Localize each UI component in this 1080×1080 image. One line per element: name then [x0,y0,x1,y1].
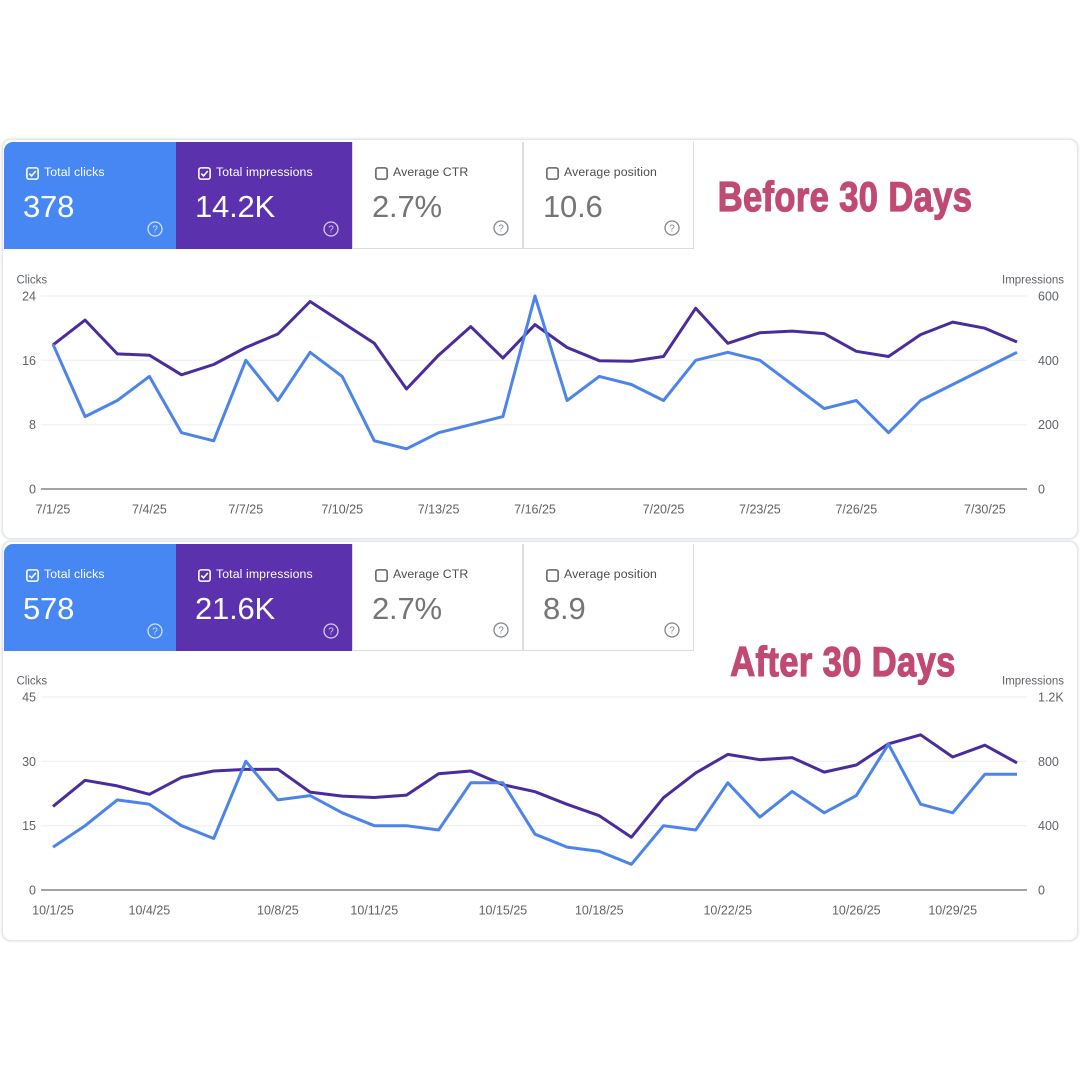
svg-text:10/26/25: 10/26/25 [832,904,881,918]
svg-text:7/26/25: 7/26/25 [835,503,877,517]
svg-text:1.2K: 1.2K [1038,691,1064,705]
svg-text:8: 8 [29,418,36,432]
svg-text:?: ? [152,626,158,637]
svg-text:16: 16 [22,354,36,368]
svg-text:10/29/25: 10/29/25 [928,904,977,918]
svg-text:10/4/25: 10/4/25 [129,904,171,918]
svg-text:10/8/25: 10/8/25 [257,904,299,918]
svg-text:10/15/25: 10/15/25 [479,904,528,918]
svg-text:24: 24 [22,290,36,304]
svg-text:30: 30 [22,755,36,769]
svg-text:7/20/25: 7/20/25 [643,503,685,517]
svg-text:?: ? [669,223,675,234]
svg-text:7/10/25: 7/10/25 [321,503,363,517]
svg-text:0: 0 [29,483,36,497]
svg-text:10/18/25: 10/18/25 [575,904,624,918]
svg-text:Impressions: Impressions [1002,275,1064,287]
svg-text:0: 0 [1038,884,1045,898]
svg-text:400: 400 [1038,819,1059,833]
svg-text:?: ? [152,224,158,235]
svg-text:45: 45 [22,691,36,705]
svg-text:400: 400 [1038,354,1059,368]
svg-text:15: 15 [22,819,36,833]
svg-text:7/7/25: 7/7/25 [228,503,263,517]
svg-text:?: ? [328,224,334,235]
svg-text:?: ? [498,223,504,234]
svg-text:10/1/25: 10/1/25 [32,904,74,918]
svg-text:7/16/25: 7/16/25 [514,503,556,517]
svg-text:7/4/25: 7/4/25 [132,503,167,517]
svg-text:Clicks: Clicks [17,275,48,287]
svg-text:Impressions: Impressions [1002,676,1064,688]
svg-text:0: 0 [29,884,36,898]
svg-text:200: 200 [1038,418,1059,432]
svg-text:Clicks: Clicks [17,676,48,688]
svg-text:?: ? [498,625,504,636]
svg-text:800: 800 [1038,755,1059,769]
svg-text:?: ? [669,625,675,636]
svg-text:?: ? [328,626,334,637]
svg-text:7/30/25: 7/30/25 [964,503,1006,517]
svg-text:0: 0 [1038,483,1045,497]
svg-text:10/11/25: 10/11/25 [350,904,398,918]
svg-text:7/1/25: 7/1/25 [36,503,71,517]
svg-text:7/13/25: 7/13/25 [418,503,460,517]
svg-text:600: 600 [1038,290,1059,304]
svg-text:10/22/25: 10/22/25 [703,904,752,918]
svg-text:7/23/25: 7/23/25 [739,503,781,517]
